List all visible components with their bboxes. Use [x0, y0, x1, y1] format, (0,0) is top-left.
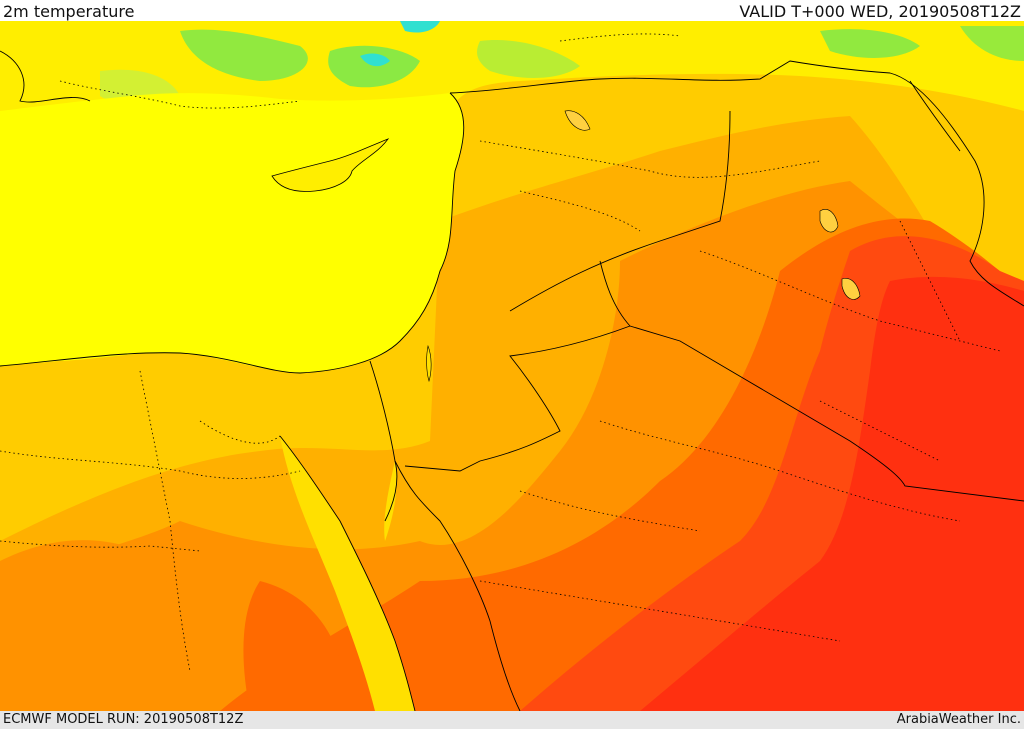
province-border-6	[519, 490, 701, 532]
product-title: 2m temperature	[3, 2, 135, 21]
inland-lake-3	[564, 110, 591, 131]
temperature-map	[0, 21, 1024, 711]
cool-patch-4	[820, 29, 920, 58]
egypt-israel-border	[369, 360, 398, 522]
temperature-zone-egypt-west	[0, 540, 210, 711]
aegean-coast	[0, 50, 91, 103]
iraq-saudi-border	[599, 260, 1024, 502]
jordan-saudi-border	[404, 325, 631, 472]
province-border-11	[59, 80, 301, 109]
cool-patch-1	[180, 29, 308, 82]
syria-iraq-border	[509, 110, 731, 312]
province-border-2	[519, 190, 641, 232]
red-sea-east-coast	[394, 460, 521, 711]
footer-bar: ECMWF MODEL RUN: 20190508T12Z ArabiaWeat…	[0, 711, 1024, 729]
cold-patch-1	[360, 53, 390, 67]
province-border-9	[0, 540, 201, 552]
province-border-10	[139, 370, 191, 672]
cold-patch-2	[400, 21, 440, 33]
header-bar: 2m temperature VALID T+000 WED, 20190508…	[0, 0, 1024, 21]
dead-sea	[426, 344, 432, 383]
inland-lake-1	[819, 209, 839, 233]
province-border-8	[0, 450, 301, 479]
province-border-3	[699, 250, 1001, 352]
model-run-label: ECMWF MODEL RUN: 20190508T12Z	[3, 712, 244, 727]
turkey-border	[449, 60, 1024, 307]
mediterranean-sea	[0, 93, 464, 373]
cool-patch-3	[477, 40, 580, 78]
temperature-zone-red-sea-coast	[243, 581, 360, 711]
temperature-zone-extreme	[640, 276, 1024, 711]
cool-patch-2	[328, 45, 420, 88]
valid-time-label: VALID T+000 WED, 20190508T12Z	[739, 2, 1021, 21]
province-border-13	[899, 220, 961, 342]
province-borders	[0, 33, 1001, 672]
iran-border	[909, 80, 961, 152]
country-borders	[0, 50, 1024, 711]
credit-label: ArabiaWeather Inc.	[896, 712, 1021, 727]
province-border-4	[819, 400, 941, 462]
red-sea	[280, 436, 415, 711]
cool-patch-5	[960, 26, 1024, 61]
mediterranean-coastline	[0, 92, 465, 374]
province-border-1	[479, 140, 821, 178]
cyprus-island	[271, 138, 390, 192]
inland-lake-2	[841, 278, 861, 300]
gulf-of-aqaba	[384, 461, 397, 541]
red-sea-west-coast	[279, 435, 416, 711]
